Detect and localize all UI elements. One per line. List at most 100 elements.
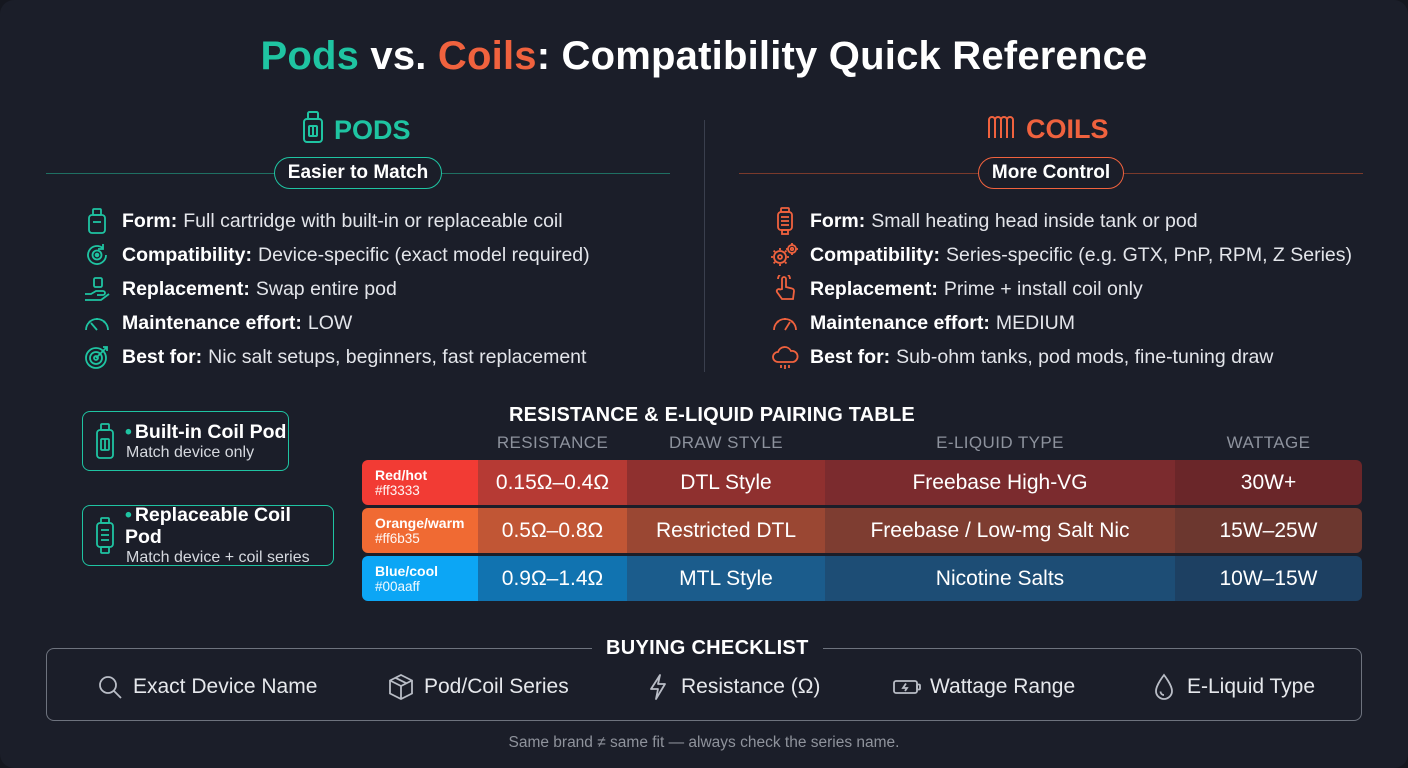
feature-label: Compatibility: (810, 243, 940, 266)
row-tag: Red/hot (375, 466, 428, 483)
feature-label: Best for: (810, 345, 891, 368)
checklist-label: Wattage Range (930, 675, 1076, 698)
pods-features: Form: Full cartridge with built-in or rep… (82, 204, 590, 374)
droplet-icon (1150, 673, 1178, 701)
replaceable-pod-icon (96, 516, 114, 554)
coils-badge: More Control (978, 157, 1124, 189)
checklist-label: Resistance (Ω) (681, 675, 821, 698)
checklist-item-eliquid: E-Liquid Type (1150, 673, 1315, 701)
checklist-label: E-Liquid Type (1187, 675, 1316, 698)
header-wattage: WATTAGE (1226, 433, 1311, 452)
row-tag: Orange/warm (375, 514, 465, 531)
card-title: • Replaceable Coil Pod (125, 504, 333, 548)
target-icon (82, 342, 112, 372)
table-row: Blue/cool #00aaff 0.9Ω–1.4Ω MTL Style Ni… (362, 556, 1362, 601)
pods-heading-text: PODS (334, 115, 411, 145)
gauge-medium-icon (770, 308, 800, 338)
feature-label: Form: (810, 209, 866, 232)
cell-wattage: 15W–25W (1175, 508, 1362, 553)
table-row: Red/hot #ff3333 0.15Ω–0.4Ω DTL Style Fre… (362, 460, 1362, 505)
coil-icon (986, 110, 1018, 149)
cell-wattage: 30W+ (1175, 460, 1362, 505)
coils-heading-text: COILS (1026, 114, 1109, 144)
coils-feature-compatibility: Compatibility: Series-specific (e.g. GTX,… (770, 238, 1352, 272)
box-icon (387, 673, 415, 701)
cell-eliquid: Freebase High-VG (825, 460, 1175, 505)
replaceable-coil-pod-card: • Replaceable Coil Pod Match device + coi… (82, 504, 334, 566)
card-title-text: Replaceable Coil Pod (124, 504, 291, 548)
card-subtitle: Match device only (126, 443, 255, 461)
header-resistance: RESISTANCE (496, 433, 609, 452)
coil-head-icon (770, 206, 800, 236)
feature-label: Replacement: (122, 277, 250, 300)
coils-features: Form: Small heating head inside tank or p… (770, 204, 1352, 374)
table-title: RESISTANCE & E-LIQUID PAIRING TABLE (509, 404, 915, 426)
row-hex: #ff6b35 (375, 530, 420, 546)
coils-feature-maintenance: Maintenance effort: MEDIUM (770, 306, 1352, 340)
row-hex: #00aaff (375, 578, 420, 594)
bullet-dot: • (125, 420, 132, 443)
bullet-dot: • (124, 504, 132, 526)
row-color-label: Red/hot #ff3333 (362, 460, 478, 505)
coils-feature-best-for: Best for: Sub-ohm tanks, pod mods, fine-t… (770, 340, 1352, 374)
pods-feature-compatibility: Compatibility: Device-specific (exact mod… (82, 238, 590, 272)
cell-eliquid: Freebase / Low-mg Salt Nic (825, 508, 1175, 553)
card-title: • Built-in Coil Pod (125, 421, 286, 443)
feature-label: Maintenance effort: (810, 311, 990, 334)
card-title-text: Built-in Coil Pod (134, 420, 287, 443)
checklist-title: BUYING CHECKLIST (592, 637, 823, 660)
search-icon (96, 673, 124, 701)
checklist-item-resistance: Resistance (Ω) (644, 673, 820, 701)
feature-label: Compatibility: (122, 243, 252, 266)
cell-wattage: 10W–15W (1175, 556, 1362, 601)
feature-text: Device-specific (exact model required) (258, 243, 590, 266)
coils-heading: COILS (986, 110, 1109, 149)
gears-icon (770, 240, 800, 270)
pod-icon (82, 206, 112, 236)
checklist-label: Exact Device Name (133, 675, 318, 698)
builtin-pod-icon (96, 423, 114, 459)
cell-draw-style: MTL Style (627, 556, 825, 601)
cell-draw-style: DTL Style (627, 460, 825, 505)
feature-label: Maintenance effort: (122, 311, 302, 334)
header-draw-style: DRAW STYLE (669, 433, 783, 452)
coils-feature-replacement: Replacement: Prime + install coil only (770, 272, 1352, 306)
cell-resistance: 0.9Ω–1.4Ω (478, 556, 627, 601)
pods-feature-form: Form: Full cartridge with built-in or rep… (82, 204, 590, 238)
feature-label: Form: (122, 209, 178, 232)
hand-swap-icon (82, 274, 112, 304)
column-divider (704, 120, 705, 372)
checklist-item-series: Pod/Coil Series (387, 673, 569, 701)
feature-text: LOW (307, 311, 353, 334)
feature-text: Prime + install coil only (943, 277, 1143, 300)
cell-resistance: 0.15Ω–0.4Ω (478, 460, 627, 505)
coils-feature-form: Form: Small heating head inside tank or p… (770, 204, 1352, 238)
checklist-item-wattage: Wattage Range (893, 673, 1075, 701)
feature-text: Small heating head inside tank or pod (871, 209, 1198, 232)
feature-label: Replacement: (810, 277, 938, 300)
pods-badge: Easier to Match (274, 157, 442, 189)
page-title: Pods vs. Coils: Compatibility Quick Refe… (0, 34, 1408, 79)
lightning-icon (644, 673, 672, 701)
builtin-coil-pod-card: • Built-in Coil Pod Match device only (82, 411, 289, 471)
feature-text: MEDIUM (995, 311, 1075, 334)
finger-press-icon (770, 274, 800, 304)
gauge-low-icon (82, 308, 112, 338)
pods-feature-replacement: Replacement: Swap entire pod (82, 272, 590, 306)
row-color-label: Blue/cool #00aaff (362, 556, 478, 601)
feature-label: Best for: (122, 345, 203, 368)
cell-eliquid: Nicotine Salts (825, 556, 1175, 601)
checklist-item-device-name: Exact Device Name (96, 673, 317, 701)
battery-icon (893, 673, 921, 701)
row-hex: #ff3333 (375, 482, 420, 498)
feature-text: Series-specific (e.g. GTX, PnP, RPM, Z S… (946, 243, 1353, 266)
cell-resistance: 0.5Ω–0.8Ω (478, 508, 627, 553)
checklist-label: Pod/Coil Series (424, 675, 569, 698)
title-coils: Coils (437, 34, 537, 78)
pods-feature-best-for: Best for: Nic salt setups, beginners, fas… (82, 340, 590, 374)
header-eliquid-type: E-LIQUID TYPE (936, 433, 1064, 452)
row-tag: Blue/cool (375, 562, 439, 579)
feature-text: Sub-ohm tanks, pod mods, fine-tuning dra… (896, 345, 1274, 368)
card-subtitle: Match device + coil series (125, 549, 310, 566)
